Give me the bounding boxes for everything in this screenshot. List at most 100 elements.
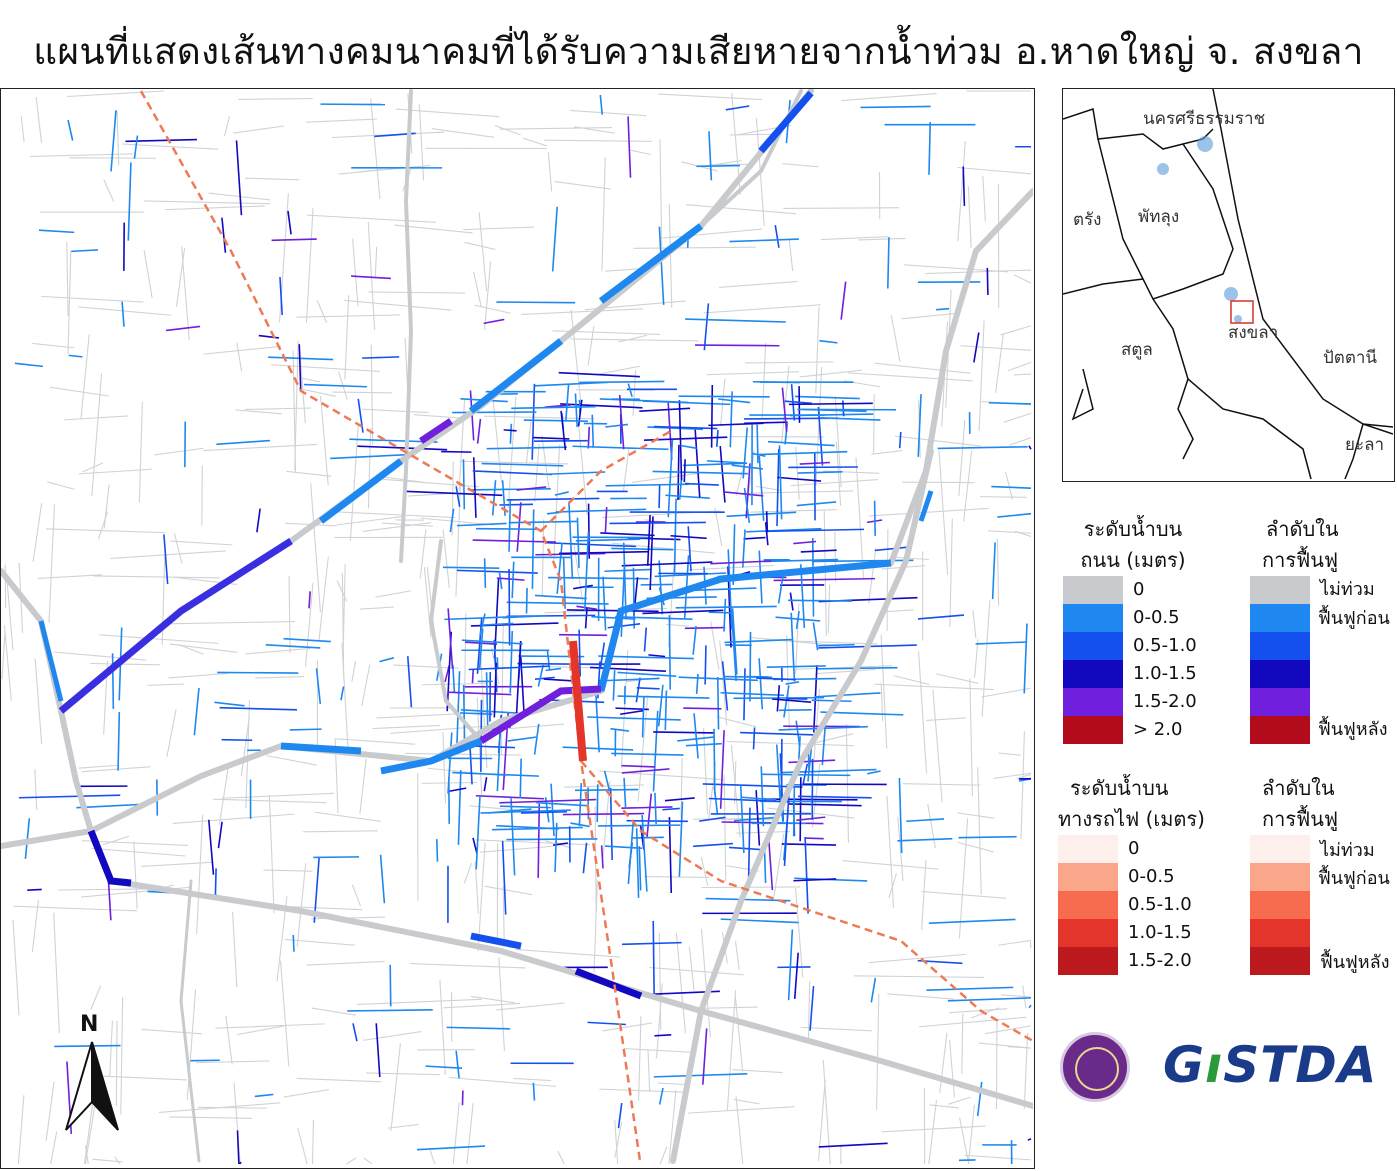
flooded-road [620, 562, 626, 637]
minor-road [439, 979, 446, 1076]
legend-title: ระดับน้ำบน [1070, 776, 1169, 800]
minor-road [874, 683, 994, 691]
minor-road [869, 507, 989, 517]
flooded-road [758, 658, 764, 710]
minor-road [53, 651, 147, 661]
flooded-road [723, 491, 764, 497]
minor-road [110, 550, 226, 559]
flooded-road [127, 162, 132, 241]
flooded-road [558, 550, 649, 555]
flooded-road [558, 371, 640, 378]
minor-road [807, 981, 811, 1042]
minor-road [961, 1013, 964, 1074]
flooded-road [947, 997, 1032, 1002]
flooded-road [962, 166, 966, 206]
flooded-road [652, 920, 655, 998]
minor-road [49, 386, 110, 397]
flooded-road [708, 797, 790, 803]
minor-road [902, 783, 981, 786]
flooded-road [598, 655, 694, 660]
minor-road [993, 772, 1032, 779]
flooded-road [508, 520, 578, 524]
flooded-road [653, 731, 714, 734]
minor-road [714, 507, 723, 547]
legend-item: > 2.0 [1063, 716, 1203, 744]
minor-road [78, 306, 172, 316]
minor-road [658, 93, 762, 101]
minor-road [1007, 361, 1032, 372]
flooded-road [683, 459, 686, 483]
minor-road [599, 770, 724, 781]
minor-road [423, 567, 432, 638]
flooded-road [133, 135, 139, 159]
legend-item: 1.5-2.0 [1058, 947, 1238, 975]
minor-road [1005, 471, 1013, 500]
flooded-road [635, 677, 641, 703]
flooded-road [534, 381, 608, 387]
minor-road [360, 606, 394, 610]
legend-item [1250, 716, 1397, 744]
minor-road [919, 1016, 1027, 1028]
flooded-road [665, 494, 710, 500]
flooded-road [706, 460, 746, 464]
flooded-road [480, 699, 483, 772]
legend-item: 0-0.5 [1063, 604, 1203, 632]
flooded-road [462, 459, 466, 510]
minor-road [614, 1119, 619, 1165]
legend-title: ถนน (เมตร) [1080, 548, 1186, 572]
flooded-road [578, 629, 582, 677]
minor-road [755, 485, 782, 491]
flooded-road [352, 1023, 358, 1042]
legend-swatch [1063, 716, 1123, 744]
minor-road [904, 264, 1009, 273]
flooded-segment [470, 932, 522, 950]
flooded-road [777, 476, 822, 482]
flooded-road [24, 818, 31, 859]
minor-road [310, 483, 321, 613]
minor-road [479, 845, 553, 853]
flooded-road [499, 798, 597, 804]
minor-road [981, 687, 1032, 698]
minor-road [390, 725, 491, 734]
minor-road [587, 326, 595, 366]
flooded-segment [318, 458, 404, 524]
minor-road [817, 1079, 826, 1161]
flooded-road [657, 684, 664, 727]
flooded-road [662, 807, 680, 811]
flooded-road [802, 763, 809, 785]
flooded-road [493, 662, 498, 718]
minor-road [659, 1146, 668, 1165]
flooded-road [692, 626, 697, 655]
minor-road [706, 160, 742, 167]
university-seal-logo [1060, 1032, 1130, 1102]
minor-road [982, 175, 986, 222]
road-central [1, 188, 1033, 849]
minor-road [141, 1028, 202, 1035]
flooded-railway-segment [569, 640, 587, 762]
flooded-road [216, 439, 270, 446]
minor-road [601, 157, 606, 272]
minor-road [306, 960, 385, 966]
flooded-road [520, 810, 568, 814]
flooded-road [768, 840, 774, 891]
minor-road [116, 110, 120, 166]
flooded-road [683, 707, 722, 710]
minor-road [218, 767, 229, 825]
minor-road [103, 484, 110, 529]
legend-item [1250, 835, 1397, 863]
minor-road [484, 415, 595, 420]
flooded-road [667, 439, 674, 518]
minor-road [196, 1060, 270, 1064]
minor-road [593, 879, 598, 973]
flooded-road [111, 653, 115, 709]
legend-swatch [1058, 947, 1118, 975]
minor-road [245, 647, 311, 655]
flooded-road [536, 801, 588, 807]
minor-road [361, 664, 371, 706]
flooded-road [649, 516, 654, 591]
minor-road [245, 177, 300, 181]
flooded-road [279, 277, 283, 316]
flooded-road [792, 786, 796, 837]
flooded-road [491, 480, 497, 516]
main-map[interactable] [0, 88, 1035, 1169]
